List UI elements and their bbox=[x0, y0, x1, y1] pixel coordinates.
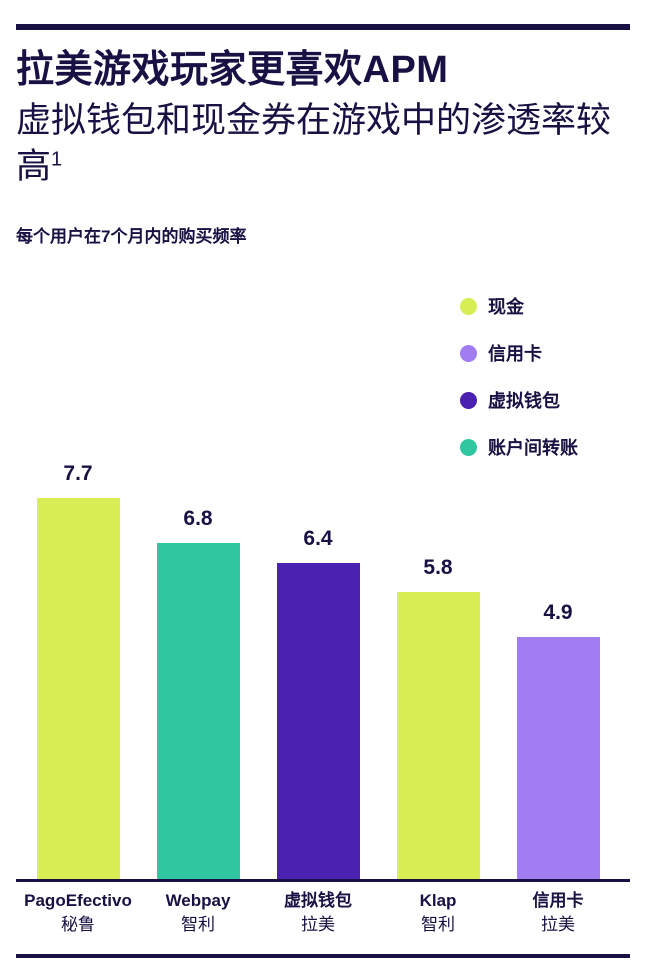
legend: 现金信用卡虚拟钱包账户间转账 bbox=[460, 294, 578, 482]
bar-category-region: 智利 bbox=[181, 915, 215, 934]
bar-group: 6.8 bbox=[138, 455, 258, 880]
x-axis-label: 虚拟钱包 拉美 bbox=[258, 889, 378, 936]
legend-color-dot bbox=[460, 344, 477, 362]
legend-label: 虚拟钱包 bbox=[488, 391, 560, 411]
legend-color-dot bbox=[460, 297, 477, 315]
footnote-marker: 1 bbox=[51, 148, 63, 171]
bar-category-name: 虚拟钱包 bbox=[284, 891, 352, 910]
bar-category-region: 拉美 bbox=[301, 915, 335, 934]
chart-caption: 每个用户在7个月内的购买频率 bbox=[16, 227, 247, 246]
bar-group: 6.4 bbox=[258, 455, 378, 880]
legend-label: 账户间转账 bbox=[488, 438, 578, 458]
bar bbox=[276, 563, 360, 880]
bar-category-region: 智利 bbox=[421, 915, 455, 934]
legend-item: 信用卡 bbox=[460, 341, 578, 365]
subtitle-text: 虚拟钱包和现金券在游戏中的渗透率较高 bbox=[16, 101, 612, 187]
bar-plot: 7.7 6.8 6.4 5.8 4.9 bbox=[18, 455, 618, 880]
x-axis-label: Webpay 智利 bbox=[138, 889, 258, 936]
bar-value-label: 6.4 bbox=[303, 527, 333, 550]
bar bbox=[516, 637, 600, 880]
legend-item: 账户间转账 bbox=[460, 435, 578, 459]
bar-category-name: 信用卡 bbox=[532, 891, 584, 910]
bar-group: 4.9 bbox=[498, 455, 618, 880]
bar-value-label: 7.7 bbox=[63, 462, 93, 485]
bar-value-label: 5.8 bbox=[423, 556, 453, 579]
subtitle: 虚拟钱包和现金券在游戏中的渗透率较高1 bbox=[16, 98, 622, 190]
bar bbox=[396, 592, 480, 880]
legend-item: 现金 bbox=[460, 294, 578, 318]
bar-category-region: 拉美 bbox=[541, 915, 575, 934]
bar-value-label: 4.9 bbox=[543, 601, 573, 624]
bar-group: 7.7 bbox=[18, 455, 138, 880]
legend-color-dot bbox=[460, 438, 477, 456]
bottom-divider bbox=[16, 954, 630, 958]
bar bbox=[36, 498, 120, 880]
legend-item: 虚拟钱包 bbox=[460, 388, 578, 412]
bar-value-label: 6.8 bbox=[183, 507, 213, 530]
legend-label: 现金 bbox=[488, 297, 524, 317]
top-divider bbox=[16, 24, 630, 30]
x-axis-labels: PagoEfectivo 秘鲁 Webpay 智利 虚拟钱包拉美 Klap 智利 信用卡拉美 bbox=[18, 889, 618, 936]
x-axis-label: Klap 智利 bbox=[378, 889, 498, 936]
legend-label: 信用卡 bbox=[488, 344, 542, 364]
bar-group: 5.8 bbox=[378, 455, 498, 880]
bar-category-region: 秘鲁 bbox=[61, 915, 95, 934]
x-axis-line bbox=[16, 879, 630, 882]
bar-category-name: Webpay bbox=[165, 891, 231, 910]
x-axis-label: PagoEfectivo 秘鲁 bbox=[18, 889, 138, 936]
bar-category-name: PagoEfectivo bbox=[24, 891, 132, 910]
legend-color-dot bbox=[460, 391, 477, 409]
x-axis-label: 信用卡 拉美 bbox=[498, 889, 618, 936]
page-title: 拉美游戏玩家更喜欢APM bbox=[16, 49, 449, 91]
bar bbox=[156, 543, 240, 880]
bar-category-name: Klap bbox=[419, 891, 457, 910]
